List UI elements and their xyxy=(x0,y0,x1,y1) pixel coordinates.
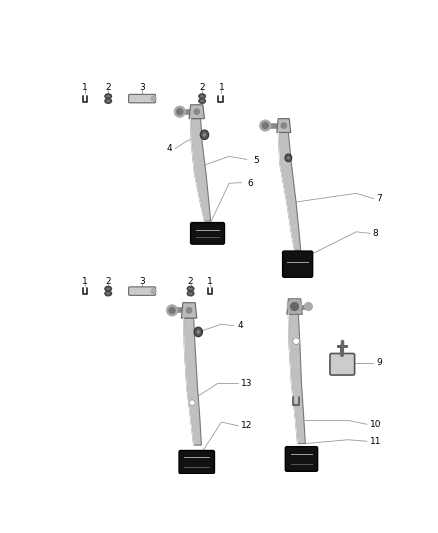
Ellipse shape xyxy=(200,130,208,140)
Circle shape xyxy=(174,106,185,117)
Polygon shape xyxy=(288,314,305,443)
Text: 7: 7 xyxy=(376,194,382,203)
Text: 4: 4 xyxy=(167,144,173,153)
Polygon shape xyxy=(287,299,302,314)
Text: 5: 5 xyxy=(253,156,259,165)
Text: 4: 4 xyxy=(238,321,244,330)
Text: 1: 1 xyxy=(82,277,88,286)
Ellipse shape xyxy=(189,293,192,295)
Text: 2: 2 xyxy=(106,277,111,286)
Circle shape xyxy=(304,303,312,310)
Text: 1: 1 xyxy=(82,83,88,92)
Ellipse shape xyxy=(106,288,110,290)
Polygon shape xyxy=(189,105,205,119)
Circle shape xyxy=(167,305,177,316)
Circle shape xyxy=(288,300,301,313)
Ellipse shape xyxy=(189,288,192,290)
Ellipse shape xyxy=(201,95,204,98)
Text: 10: 10 xyxy=(370,420,381,429)
Ellipse shape xyxy=(196,329,200,334)
Text: 3: 3 xyxy=(139,83,145,92)
Ellipse shape xyxy=(202,133,206,137)
Circle shape xyxy=(151,96,156,101)
Text: 8: 8 xyxy=(373,229,378,238)
Polygon shape xyxy=(184,318,201,445)
Polygon shape xyxy=(191,119,211,221)
Circle shape xyxy=(186,308,192,313)
Circle shape xyxy=(291,303,298,310)
Circle shape xyxy=(293,338,300,345)
Circle shape xyxy=(281,123,286,128)
Text: 3: 3 xyxy=(139,277,145,286)
Circle shape xyxy=(189,400,195,406)
Text: 11: 11 xyxy=(370,437,381,446)
Circle shape xyxy=(177,109,183,115)
Circle shape xyxy=(292,304,297,309)
Text: 2: 2 xyxy=(106,83,111,92)
FancyBboxPatch shape xyxy=(191,223,224,244)
Text: 2: 2 xyxy=(199,83,205,92)
FancyBboxPatch shape xyxy=(129,94,155,103)
Ellipse shape xyxy=(106,95,110,98)
Circle shape xyxy=(194,109,199,115)
Polygon shape xyxy=(277,119,291,133)
Text: 6: 6 xyxy=(247,179,253,188)
FancyBboxPatch shape xyxy=(330,353,355,375)
FancyBboxPatch shape xyxy=(179,450,215,474)
Circle shape xyxy=(262,123,268,128)
Ellipse shape xyxy=(285,154,292,161)
Text: 13: 13 xyxy=(241,379,253,388)
FancyBboxPatch shape xyxy=(283,251,313,277)
Ellipse shape xyxy=(201,100,204,102)
Text: 1: 1 xyxy=(207,277,213,286)
Circle shape xyxy=(151,289,156,294)
Text: 1: 1 xyxy=(219,83,224,92)
Circle shape xyxy=(169,308,175,313)
Text: 9: 9 xyxy=(376,358,382,367)
Ellipse shape xyxy=(194,327,202,337)
Text: 2: 2 xyxy=(188,277,194,286)
Text: 12: 12 xyxy=(241,422,252,430)
Circle shape xyxy=(260,120,271,131)
Polygon shape xyxy=(181,303,197,318)
Polygon shape xyxy=(279,133,301,251)
FancyBboxPatch shape xyxy=(285,447,318,471)
FancyBboxPatch shape xyxy=(129,287,155,295)
Ellipse shape xyxy=(287,156,290,160)
Ellipse shape xyxy=(106,293,110,295)
Ellipse shape xyxy=(106,100,110,102)
